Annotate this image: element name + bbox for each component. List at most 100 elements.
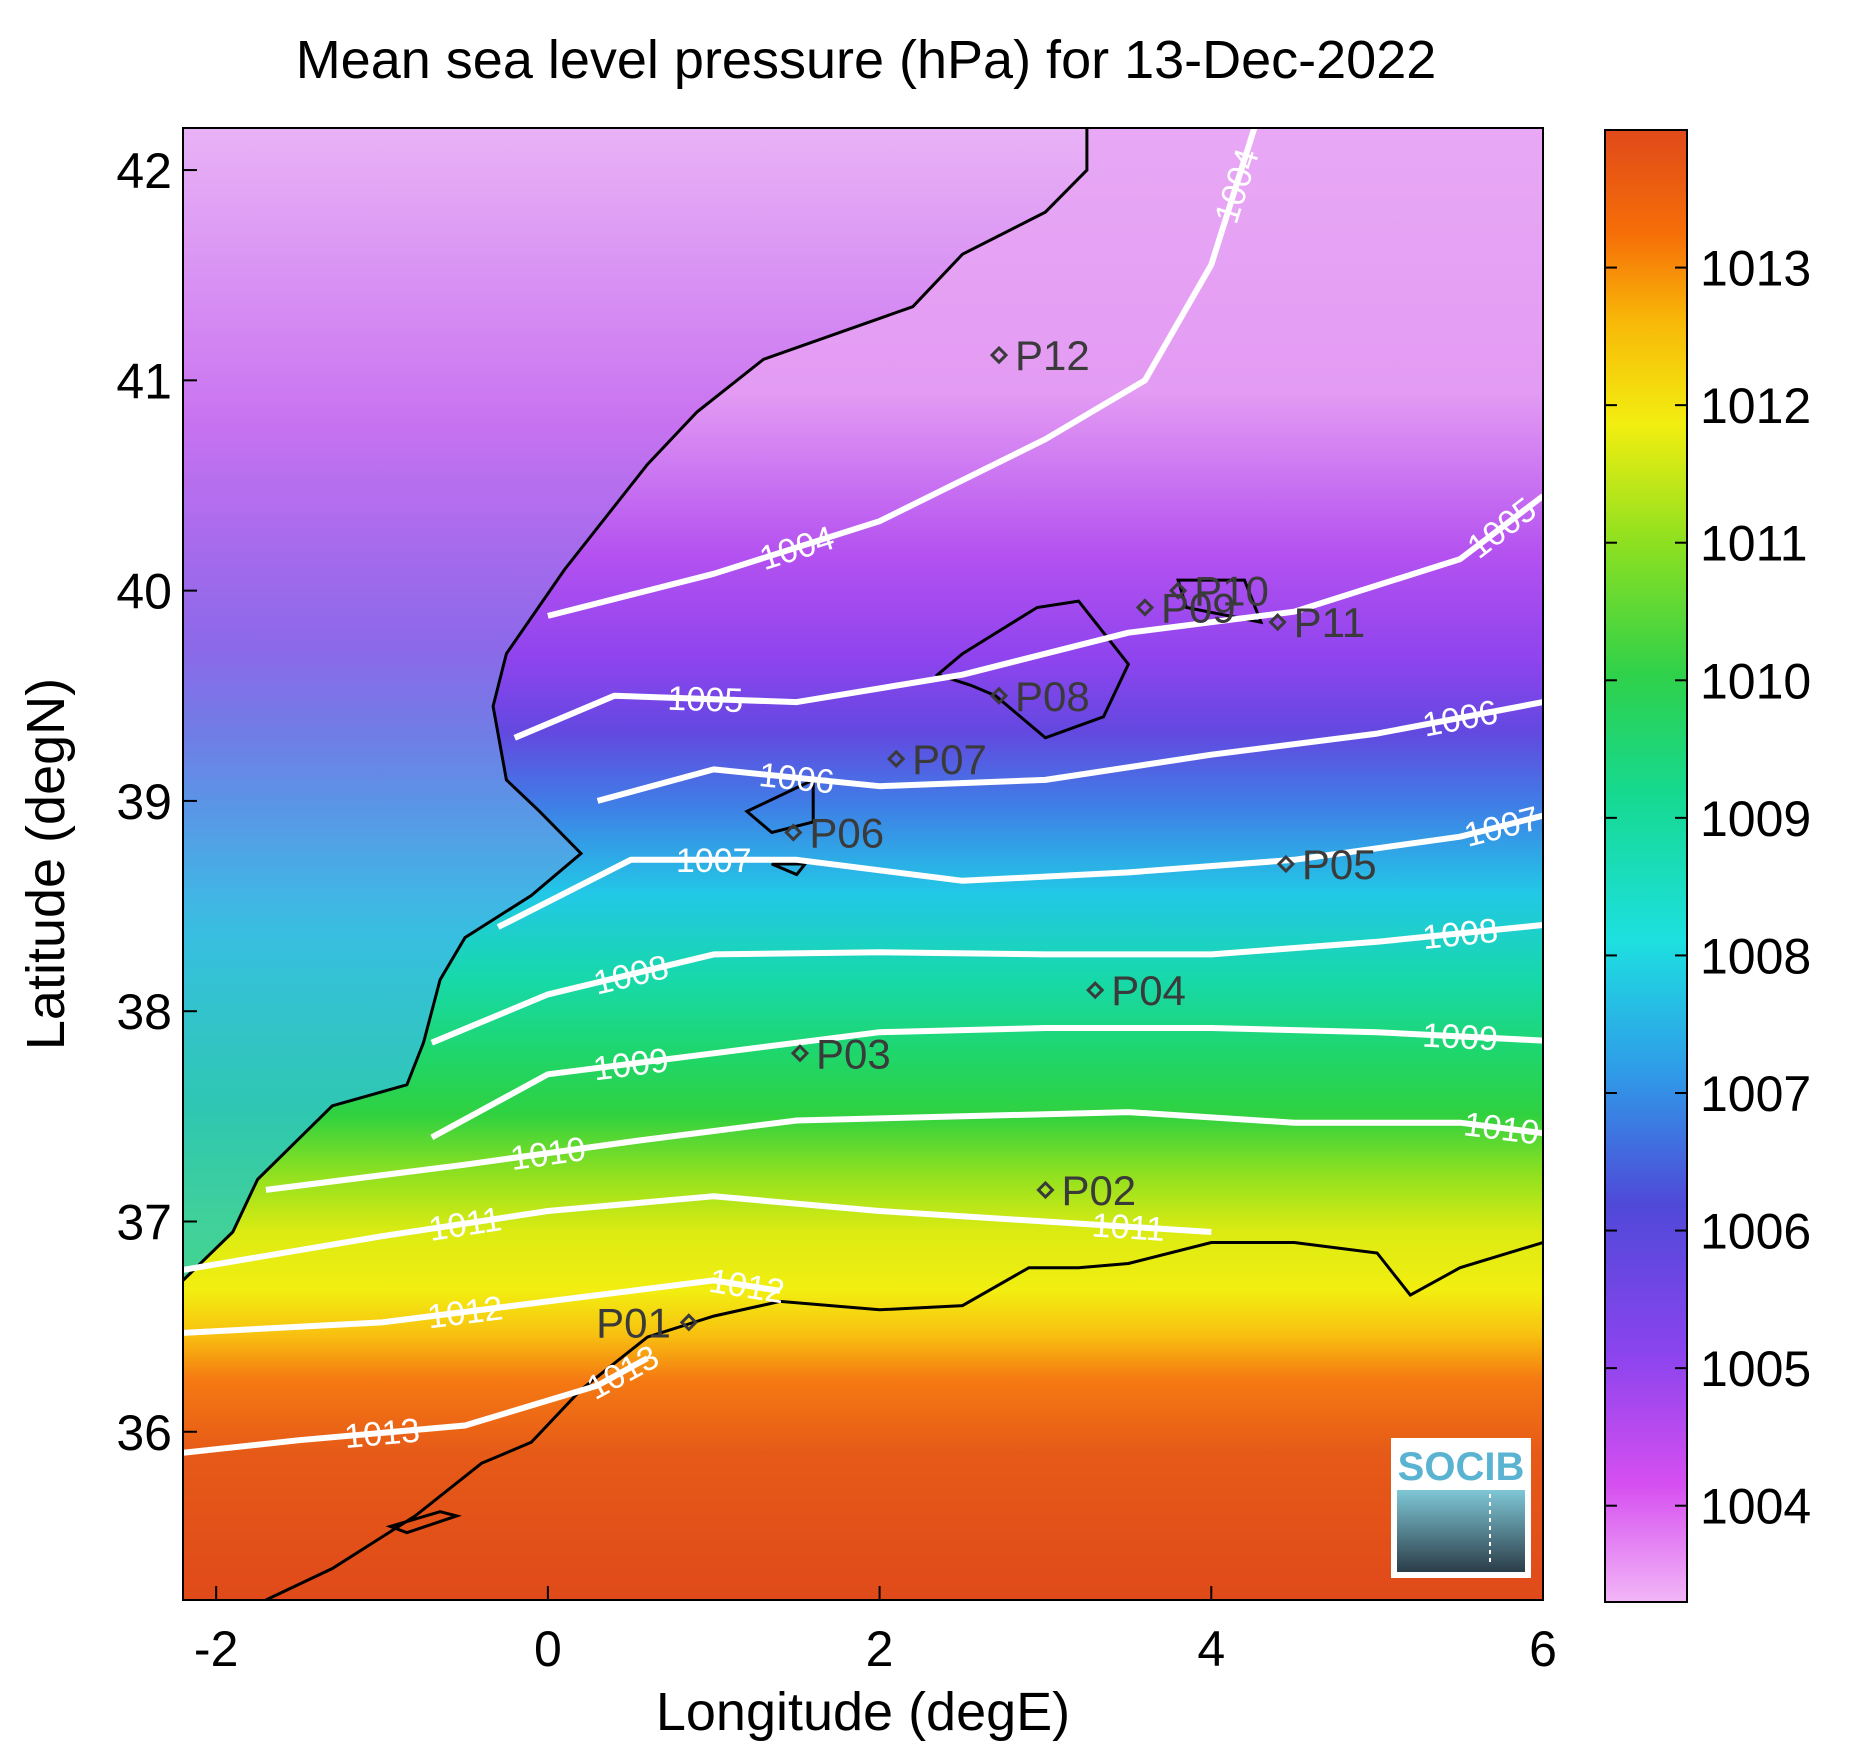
y-tick-label: 42: [116, 143, 172, 199]
isobar-label-1013: 1013: [343, 1412, 422, 1457]
x-tick-label: 4: [1197, 1621, 1225, 1677]
isobar-label-1008: 1008: [1421, 912, 1500, 957]
station-marker: [989, 686, 1009, 705]
colorbar: [1604, 129, 1688, 1603]
station-p02: P02: [1036, 1167, 1136, 1214]
isobar-label-1006: 1006: [757, 756, 836, 801]
station-label: P12: [1015, 332, 1090, 379]
x-tick-label: -2: [194, 1621, 238, 1677]
isobar-label-1007: 1007: [676, 842, 752, 880]
y-tick-label: 38: [116, 984, 172, 1040]
station-marker: [1268, 613, 1287, 632]
colorbar-tick-label: 1008: [1700, 928, 1811, 984]
isobar-label-1010: 1010: [1461, 1105, 1541, 1152]
colorbar-tick-label: 1005: [1700, 1341, 1811, 1397]
station-label: P10: [1194, 568, 1269, 615]
x-axis-label: Longitude (degE): [656, 1682, 1070, 1742]
isobar-1007: [496, 812, 1543, 930]
station-p03: P03: [790, 1030, 891, 1077]
isobar-label-1005: 1005: [667, 680, 744, 721]
station-p10: P10: [1168, 568, 1269, 615]
station-p05: P05: [1276, 841, 1377, 888]
station-p04: P04: [1086, 967, 1186, 1014]
station-marker: [784, 823, 803, 842]
island-menorca: [1176, 578, 1264, 625]
station-p01: P01: [596, 1299, 698, 1346]
station-marker: [989, 345, 1009, 365]
isobar-label-1011: 1011: [1091, 1206, 1166, 1249]
isobar-1008: [430, 922, 1543, 1046]
station-label: P03: [816, 1030, 891, 1077]
station-marker: [679, 1313, 698, 1332]
socib-logo: SOCIB: [1391, 1438, 1531, 1578]
station-marker: [887, 749, 906, 768]
logo-image: [1397, 1490, 1525, 1572]
isobar-1009: [430, 1025, 1543, 1141]
station-label: P06: [809, 809, 884, 856]
isobar-label-1009: 1009: [591, 1041, 671, 1088]
y-axis: 42 41 40 39 38 37 36: [116, 143, 197, 1461]
colorbar-tick-label: 1013: [1700, 241, 1811, 297]
station-marker: [1168, 581, 1188, 600]
coastline-iberia: [183, 128, 1089, 1282]
isobar-label-1012: 1012: [425, 1289, 505, 1336]
y-tick-label: 39: [116, 774, 172, 830]
logo-text: SOCIB: [1398, 1445, 1525, 1489]
station-p08: P08: [989, 673, 1090, 720]
station-marker: [790, 1044, 810, 1063]
y-axis-label: Latitude (degN): [16, 678, 76, 1050]
station-p11: P11: [1268, 599, 1366, 646]
colorbar-tick-label: 1010: [1700, 653, 1811, 709]
isobar-1012: [183, 1277, 781, 1336]
station-p12: P12: [989, 332, 1090, 379]
station-label: P08: [1015, 673, 1090, 720]
x-axis: -2 0 2 4 6: [194, 1586, 1557, 1677]
isobar-1004: [547, 128, 1258, 619]
colorbar-tick-label: 1012: [1700, 378, 1811, 434]
isobar-1006: [596, 699, 1543, 804]
colorbar-tick-label: 1011: [1700, 516, 1808, 572]
station-p06: P06: [784, 809, 884, 856]
station-label: P01: [596, 1299, 671, 1346]
isobar-1011: [183, 1193, 1212, 1273]
y-tick-label: 36: [116, 1405, 172, 1461]
station-label: P07: [912, 736, 987, 783]
isobar-1005: [513, 493, 1543, 741]
colorbar-tick-label: 1006: [1700, 1204, 1811, 1260]
x-tick-label: 0: [534, 1621, 562, 1677]
station-label: P02: [1061, 1167, 1136, 1214]
coastline-africa: [265, 1241, 1543, 1600]
y-tick-label: 37: [116, 1194, 172, 1250]
station-label: P04: [1111, 967, 1186, 1014]
island-alboran: [385, 1510, 463, 1535]
colorbar-ticks: 1013 1012 1011 1010 1009 1008 1007 1006 1005 1004: [1605, 241, 1811, 1535]
station-marker: [1036, 1180, 1055, 1200]
colorbar-tick-label: 1009: [1700, 791, 1811, 847]
colorbar-tick-label: 1007: [1700, 1066, 1811, 1122]
x-tick-label: 2: [866, 1621, 894, 1677]
plot-frame: [182, 127, 1544, 1601]
colorbar-tick-label: 1004: [1700, 1479, 1811, 1535]
island-mallorca: [934, 599, 1131, 740]
isobar-1013: [183, 1355, 649, 1456]
y-tick-label: 40: [116, 564, 172, 620]
station-p07: P07: [887, 736, 987, 783]
isobar-1010: [265, 1109, 1543, 1193]
iberia-land-field: [183, 128, 1087, 1281]
island-formentera: [771, 862, 809, 877]
station-label: P11: [1294, 599, 1366, 646]
station-label: P05: [1302, 841, 1377, 888]
coastline-layer: [183, 128, 1543, 1600]
chart-title: Mean sea level pressure (hPa) for 13-Dec…: [296, 30, 1437, 90]
isobar-label-1009: 1009: [1421, 1017, 1498, 1059]
station-marker: [1086, 981, 1105, 1000]
island-ibiza: [744, 777, 815, 835]
station-marker: [1135, 598, 1155, 617]
station-marker: [1276, 854, 1296, 874]
x-tick-label: 6: [1529, 1621, 1557, 1677]
y-tick-label: 41: [116, 353, 172, 409]
